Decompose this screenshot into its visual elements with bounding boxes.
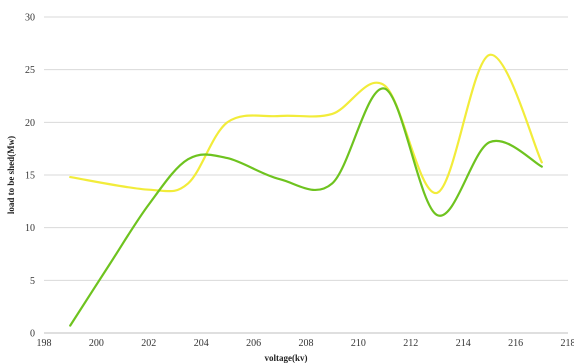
x-tick-label: 214: [456, 338, 471, 349]
x-tick-label: 212: [403, 338, 418, 349]
x-tick-label: 204: [194, 338, 209, 349]
y-tick-label: 25: [25, 65, 35, 76]
series-line-2: [69, 87, 543, 327]
series-line-1: [69, 53, 543, 194]
x-tick-label: 198: [37, 338, 52, 349]
x-axis-title: voltage(kv): [265, 353, 308, 363]
y-tick-label: 15: [25, 171, 35, 182]
x-tick-label: 208: [299, 338, 314, 349]
y-axis-title: load to be shed(Mw): [6, 136, 16, 214]
y-tick-label: 20: [25, 118, 35, 129]
y-tick-label: 10: [25, 223, 35, 234]
series-lines: [69, 53, 543, 327]
x-tick-label: 216: [508, 338, 523, 349]
x-tick-label: 202: [141, 338, 156, 349]
gridlines: [44, 16, 568, 281]
x-tick-label: 200: [89, 338, 104, 349]
y-tick-label: 5: [30, 276, 35, 287]
y-tick-label: 30: [25, 13, 35, 24]
x-tick-label: 210: [351, 338, 366, 349]
x-tick-label: 206: [246, 338, 261, 349]
tick-labels: 0 5 10 15 20 25 30 198 200 202 204 206 208 210 212 214 2…: [25, 13, 574, 350]
y-tick-label: 0: [30, 329, 35, 340]
x-tick-label: 218: [561, 338, 574, 349]
